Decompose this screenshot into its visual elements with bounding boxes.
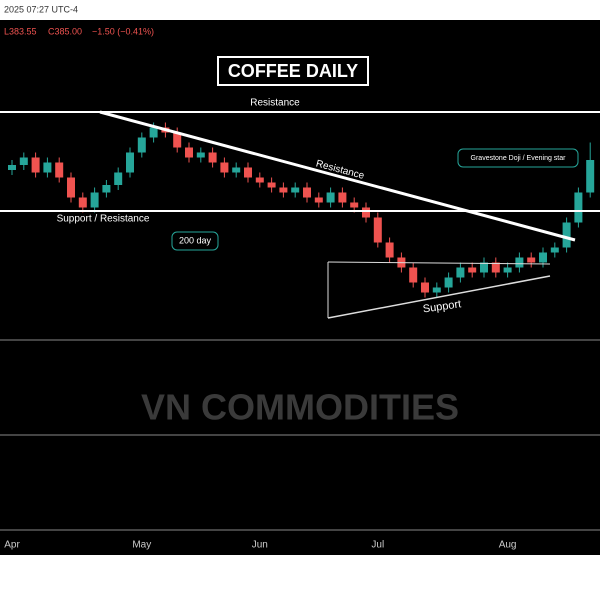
candle-body: [562, 222, 571, 248]
candle-body: [279, 187, 288, 193]
candle-body: [491, 262, 500, 273]
triangle-line: [327, 261, 551, 265]
candle-body: [480, 262, 488, 273]
trend-line: [99, 110, 576, 242]
candle-body: [173, 132, 182, 148]
candle-body: [196, 152, 205, 158]
candle-body: [444, 277, 453, 288]
candle-body: [586, 160, 595, 193]
annotation-box: [171, 231, 219, 251]
candle-body: [326, 192, 335, 203]
candle-body: [373, 217, 382, 243]
annotation: Support / Resistance: [57, 214, 150, 225]
candle-body: [185, 147, 193, 158]
candle-body: [31, 157, 40, 173]
chart-area: [0, 20, 600, 555]
x-tick-label: Jul: [371, 540, 384, 551]
candles: [8, 122, 595, 298]
title-box: [217, 56, 369, 86]
candle-body: [456, 267, 465, 278]
annotation: Support: [422, 298, 462, 315]
candle-body: [362, 207, 370, 218]
annotation: Resistance: [250, 98, 300, 109]
candle-body: [291, 187, 300, 193]
candle-body: [527, 257, 536, 263]
triangle-line: [327, 275, 551, 319]
footer: [0, 555, 600, 600]
candle-body: [338, 192, 347, 203]
candle-body: [255, 177, 264, 183]
candle-body: [550, 247, 559, 253]
candle-body: [515, 257, 524, 268]
candle-body: [102, 185, 111, 193]
candle-body: [220, 162, 229, 173]
candle-body: [314, 197, 323, 203]
candle-body: [114, 172, 123, 185]
x-tick-label: May: [132, 540, 151, 551]
x-tick-label: Apr: [4, 540, 20, 551]
candle-body: [149, 127, 158, 138]
candle-body: [503, 267, 512, 273]
x-tick-label: Jun: [252, 540, 268, 551]
candle-body: [303, 187, 311, 198]
candle-body: [539, 252, 547, 263]
header-change: −1.50 (−0.41%): [92, 26, 154, 36]
candle-body: [43, 162, 52, 173]
candle-body: [8, 165, 16, 170]
candle-body: [126, 152, 134, 173]
candle-body: [421, 282, 429, 293]
annotation: Gravestone Doji / Evening star: [471, 155, 567, 162]
candle-body: [55, 162, 64, 178]
annotation-box: [457, 148, 579, 168]
candle-body: [137, 137, 146, 153]
candle-body: [468, 267, 477, 273]
candle-body: [19, 157, 28, 165]
candle-body: [409, 267, 418, 283]
candle-body: [90, 192, 99, 208]
candle-body: [244, 167, 252, 178]
candle-body: [232, 167, 241, 173]
candle-body: [208, 152, 217, 163]
watermark: VN COMMODITIES: [141, 387, 459, 428]
chart-title: COFFEE DAILY: [228, 61, 358, 81]
header-low: L383.55: [4, 26, 37, 36]
x-tick-label: Aug: [499, 540, 517, 551]
candle-body: [385, 242, 394, 258]
candle-body: [350, 202, 359, 208]
candle-body: [78, 197, 87, 208]
candle-body: [267, 182, 276, 188]
annotation: 200 day: [179, 235, 212, 245]
candle-body: [432, 287, 441, 293]
header-close: C385.00: [48, 26, 82, 36]
candle-body: [574, 192, 583, 223]
candle-body: [67, 177, 75, 198]
header-time: 2025 07:27 UTC-4: [4, 4, 78, 14]
